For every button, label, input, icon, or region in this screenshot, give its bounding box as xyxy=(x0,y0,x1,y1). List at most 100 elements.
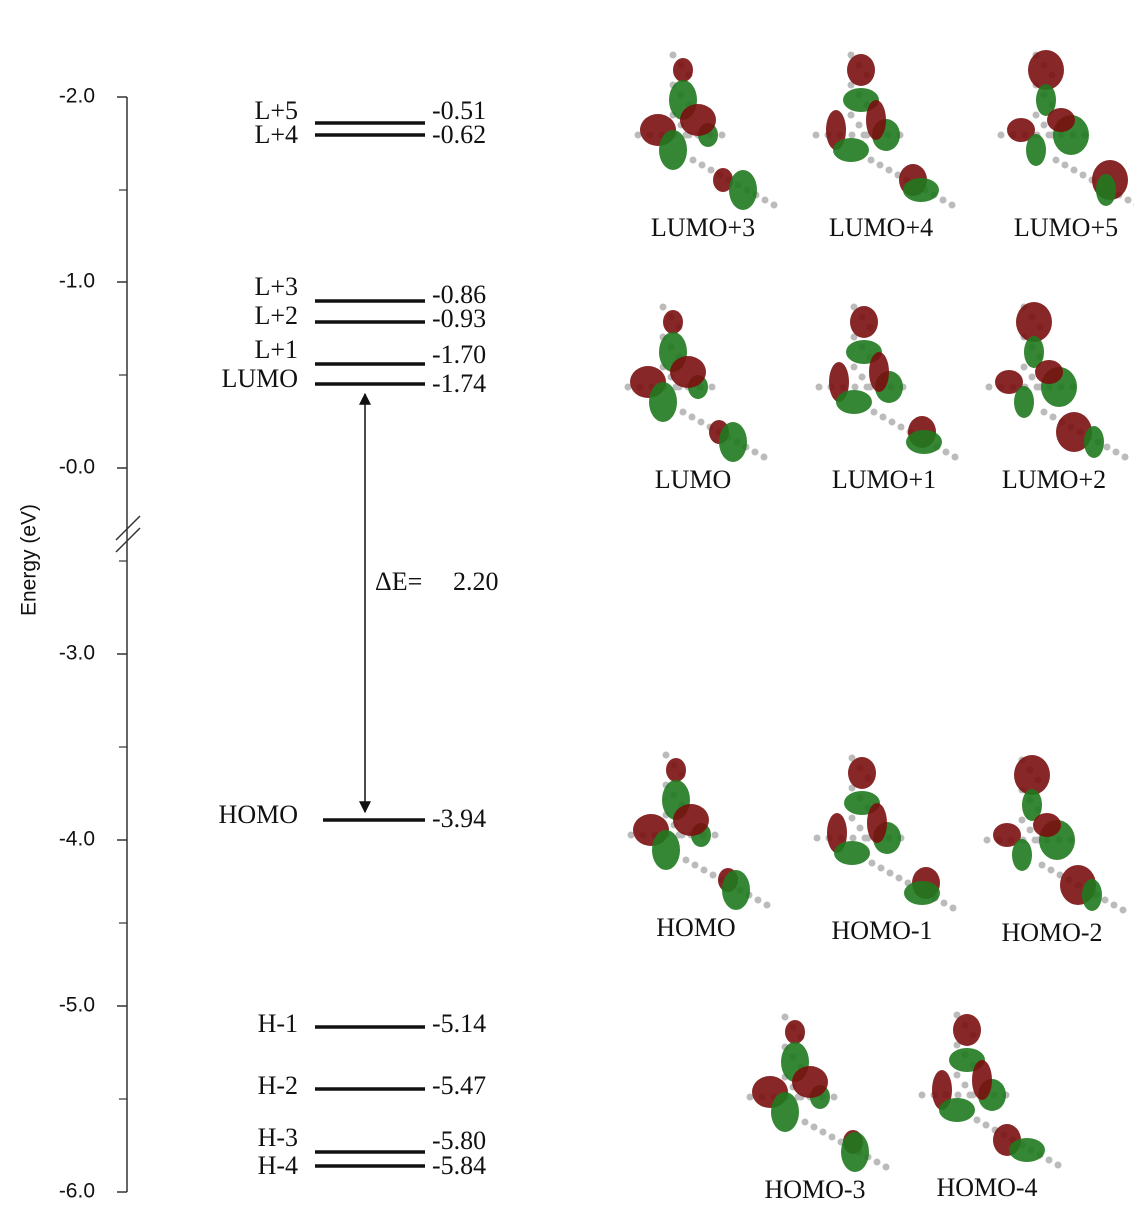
atom xyxy=(1110,901,1118,909)
atom xyxy=(861,834,869,842)
orbital-lobe xyxy=(903,178,939,202)
level-label: H-3 xyxy=(258,1123,298,1152)
atom xyxy=(948,201,956,209)
atom xyxy=(700,866,708,874)
atom xyxy=(697,418,705,426)
atom xyxy=(885,166,893,174)
atom xyxy=(858,373,866,381)
atom xyxy=(1124,196,1132,204)
tick-label: -1.0 xyxy=(59,270,95,293)
atom xyxy=(672,383,680,391)
atom xyxy=(1045,1156,1053,1164)
orbital-picture xyxy=(624,303,768,462)
orbital-lobe xyxy=(1016,302,1052,342)
level-value: -5.84 xyxy=(432,1151,486,1180)
tick-label: -4.0 xyxy=(59,828,95,851)
atom xyxy=(1079,171,1087,179)
atom xyxy=(856,824,864,832)
orbital-lobe xyxy=(792,1066,828,1098)
atom xyxy=(709,871,717,879)
orbital-lobe xyxy=(673,804,709,836)
atom xyxy=(850,303,858,311)
atom xyxy=(1033,383,1041,391)
orbital-picture xyxy=(918,1011,1062,1169)
orbital-lobe xyxy=(904,881,940,905)
orbital-lobe xyxy=(1007,118,1035,142)
atom xyxy=(849,834,857,842)
orbital-lobe xyxy=(1033,813,1061,837)
orbital-lobe xyxy=(867,803,887,843)
atom xyxy=(1101,896,1109,904)
orbital-lobe xyxy=(666,758,686,782)
atom xyxy=(770,201,778,209)
orbital-picture xyxy=(812,51,956,209)
atom xyxy=(918,1091,926,1099)
level-value: -5.14 xyxy=(432,1009,486,1038)
gap-label: ΔE= xyxy=(375,567,422,596)
orbital-lobe xyxy=(850,306,878,338)
atom xyxy=(850,333,858,341)
orbital-picture xyxy=(634,51,778,210)
atom xyxy=(813,834,821,842)
atom xyxy=(847,51,855,59)
atom xyxy=(876,161,884,169)
level-label: LUMO xyxy=(221,364,298,393)
gap-value: 2.20 xyxy=(453,567,499,596)
orbital-lobe xyxy=(652,830,680,870)
orbital-lobe xyxy=(785,1020,805,1044)
orbital-lobe xyxy=(670,356,706,388)
orbital-lobe xyxy=(722,870,750,910)
orbital-lobe xyxy=(866,100,886,140)
atom xyxy=(828,1133,836,1141)
atom xyxy=(1028,373,1036,381)
orbital-lobe xyxy=(1024,336,1044,368)
atom xyxy=(751,448,759,456)
orbital-lobe xyxy=(1009,1138,1045,1162)
level-value: -3.94 xyxy=(432,804,486,833)
orbital-lobe xyxy=(729,170,757,210)
orbital-picture xyxy=(983,755,1127,914)
atom xyxy=(682,131,690,139)
tick-label: -2.0 xyxy=(59,85,95,108)
orbital-lobe xyxy=(932,1070,952,1110)
orbital-lobe xyxy=(847,54,875,86)
atom xyxy=(760,453,768,461)
atom xyxy=(870,408,878,416)
atom xyxy=(815,383,823,391)
atom xyxy=(848,814,856,822)
atom xyxy=(689,156,697,164)
orbital-lobe xyxy=(1082,879,1102,911)
orbital-lobe xyxy=(1028,50,1064,90)
atom xyxy=(754,896,762,904)
atom xyxy=(679,408,687,416)
atom xyxy=(1054,1161,1062,1169)
atom xyxy=(1121,453,1129,461)
orbital-caption: LUMO+4 xyxy=(829,213,933,242)
atom xyxy=(810,1123,818,1131)
atom xyxy=(982,1121,990,1129)
atom xyxy=(966,1091,974,1099)
atom xyxy=(985,383,993,391)
atom xyxy=(868,859,876,867)
atom xyxy=(1018,816,1026,824)
orbital-lobe xyxy=(939,1098,975,1122)
atom xyxy=(1119,906,1127,914)
atom xyxy=(961,1081,969,1089)
atom xyxy=(1061,161,1069,169)
atom xyxy=(688,413,696,421)
atom xyxy=(659,303,667,311)
atom xyxy=(897,423,905,431)
atom xyxy=(886,869,894,877)
orbital-lobe xyxy=(673,58,693,82)
orbital-caption: HOMO xyxy=(656,913,735,942)
atom xyxy=(1112,448,1120,456)
level-value: -1.70 xyxy=(432,340,486,369)
atom xyxy=(1031,836,1039,844)
atom xyxy=(848,754,856,762)
atom xyxy=(662,751,670,759)
atom xyxy=(855,121,863,129)
atom xyxy=(848,131,856,139)
atom xyxy=(867,156,875,164)
level-value: -5.47 xyxy=(432,1071,486,1100)
